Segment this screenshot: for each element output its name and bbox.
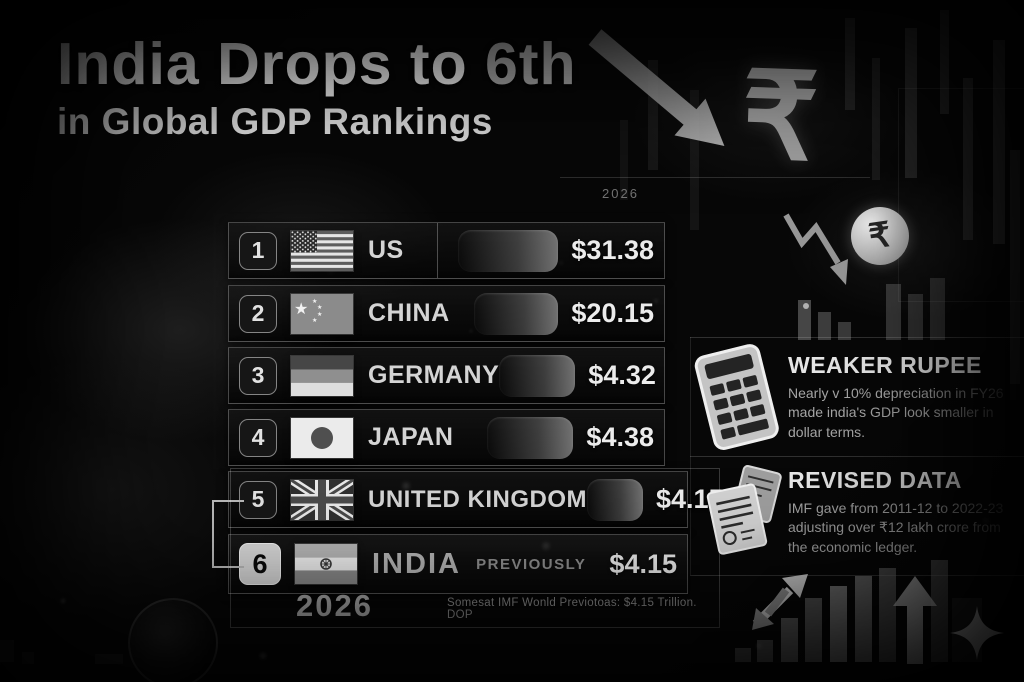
rank-badge: 2	[239, 294, 277, 333]
gdp-value: $4.38	[586, 422, 654, 452]
sparkle-icon	[950, 606, 1004, 660]
rank-badge: 4	[239, 418, 277, 457]
svg-text:★: ★	[317, 304, 322, 311]
panel-body-revised-data: IMF gave from 2011-12 to 2022-23 adjusti…	[788, 500, 1004, 555]
row-divider	[437, 223, 438, 278]
country-name: CHINA	[368, 299, 450, 327]
rupee-symbol: ₹	[739, 48, 821, 186]
down-arrow-icon	[588, 29, 725, 146]
flag-china-icon: ★ ★ ★ ★ ★	[291, 293, 353, 334]
panel-title-revised-data: REVISED DATA	[788, 467, 962, 493]
crossed-arrows-icon	[752, 574, 808, 630]
rank-badge: 6	[239, 543, 281, 585]
country-name: INDIA	[372, 547, 461, 580]
flag-uk-icon	[291, 479, 353, 520]
separator-line	[690, 575, 1024, 576]
value-pill-bar	[487, 416, 574, 459]
title-line2: in Global GDP Rankings	[57, 101, 493, 143]
zigzag-down-arrow-icon	[783, 213, 848, 285]
gdp-value: $20.15	[571, 298, 654, 328]
flag-india-icon	[295, 544, 357, 584]
calculator-icon	[694, 344, 779, 450]
value-pill-bar	[474, 292, 559, 335]
rank-row-japan: 4 JAPAN $4.38	[228, 409, 665, 466]
lens-decor	[128, 598, 218, 682]
svg-text:★: ★	[312, 317, 317, 324]
value-pill-bar	[458, 229, 559, 272]
rank-badge: 5	[239, 480, 277, 519]
year-watermark: 2026	[602, 186, 639, 201]
svg-text:★: ★	[294, 299, 308, 318]
rank-row-germany: 3 GERMANY $4.32	[228, 347, 665, 404]
flag-us-icon	[291, 230, 353, 271]
documents-icon	[706, 464, 782, 555]
country-name: US	[368, 236, 404, 264]
rank-row-us: 1 US $31.38	[228, 222, 665, 279]
value-pill-bar	[499, 354, 576, 397]
title-rank-highlight: 6th	[485, 31, 577, 97]
swap-bracket-5-6	[212, 500, 244, 568]
glow-dots-decor	[0, 0, 2, 2]
country-name: GERMANY	[368, 361, 500, 389]
gdp-value: $4.32	[588, 360, 656, 390]
separator-line	[690, 337, 1024, 338]
flag-germany-icon	[291, 355, 353, 396]
panel-title-weaker-rupee: WEAKER RUPEE	[788, 352, 982, 378]
rank-badge: 1	[239, 231, 277, 270]
list-year-label: 2026	[296, 588, 373, 623]
country-name: UNITED KINGDOM	[368, 485, 587, 513]
svg-text:★: ★	[317, 311, 322, 318]
rank-row-china: 2 ★ ★ ★ ★ ★ CHINA $20.15	[228, 285, 665, 342]
gdp-value: $4.15	[609, 548, 677, 579]
rank-row-uk: 5 UNITED KINGDOM $4.15	[228, 471, 724, 528]
up-arrow-icon	[893, 576, 937, 664]
gdp-value: $31.38	[571, 235, 654, 265]
source-note: Somesat IMF Wonld Previotoas: $4.15 Tril…	[447, 597, 697, 621]
rank-row-india: 6 INDIA PREVIOUSLY $4.15	[228, 534, 688, 594]
country-name: JAPAN	[368, 423, 454, 451]
previously-label: PREVIOUSLY	[476, 555, 587, 573]
rank-badge: 3	[239, 356, 277, 395]
separator-line	[690, 456, 1024, 457]
page-title: India Drops to 6th in Global GDP Ranking…	[57, 31, 577, 143]
panel-body-weaker-rupee: Nearly v 10% depreciation in FY26 made i…	[788, 385, 1004, 440]
separator-line	[560, 177, 870, 178]
value-pill-bar	[587, 478, 643, 521]
title-line1: India Drops to	[57, 31, 485, 97]
frame-decor	[898, 88, 1024, 302]
flag-japan-icon	[291, 417, 353, 458]
